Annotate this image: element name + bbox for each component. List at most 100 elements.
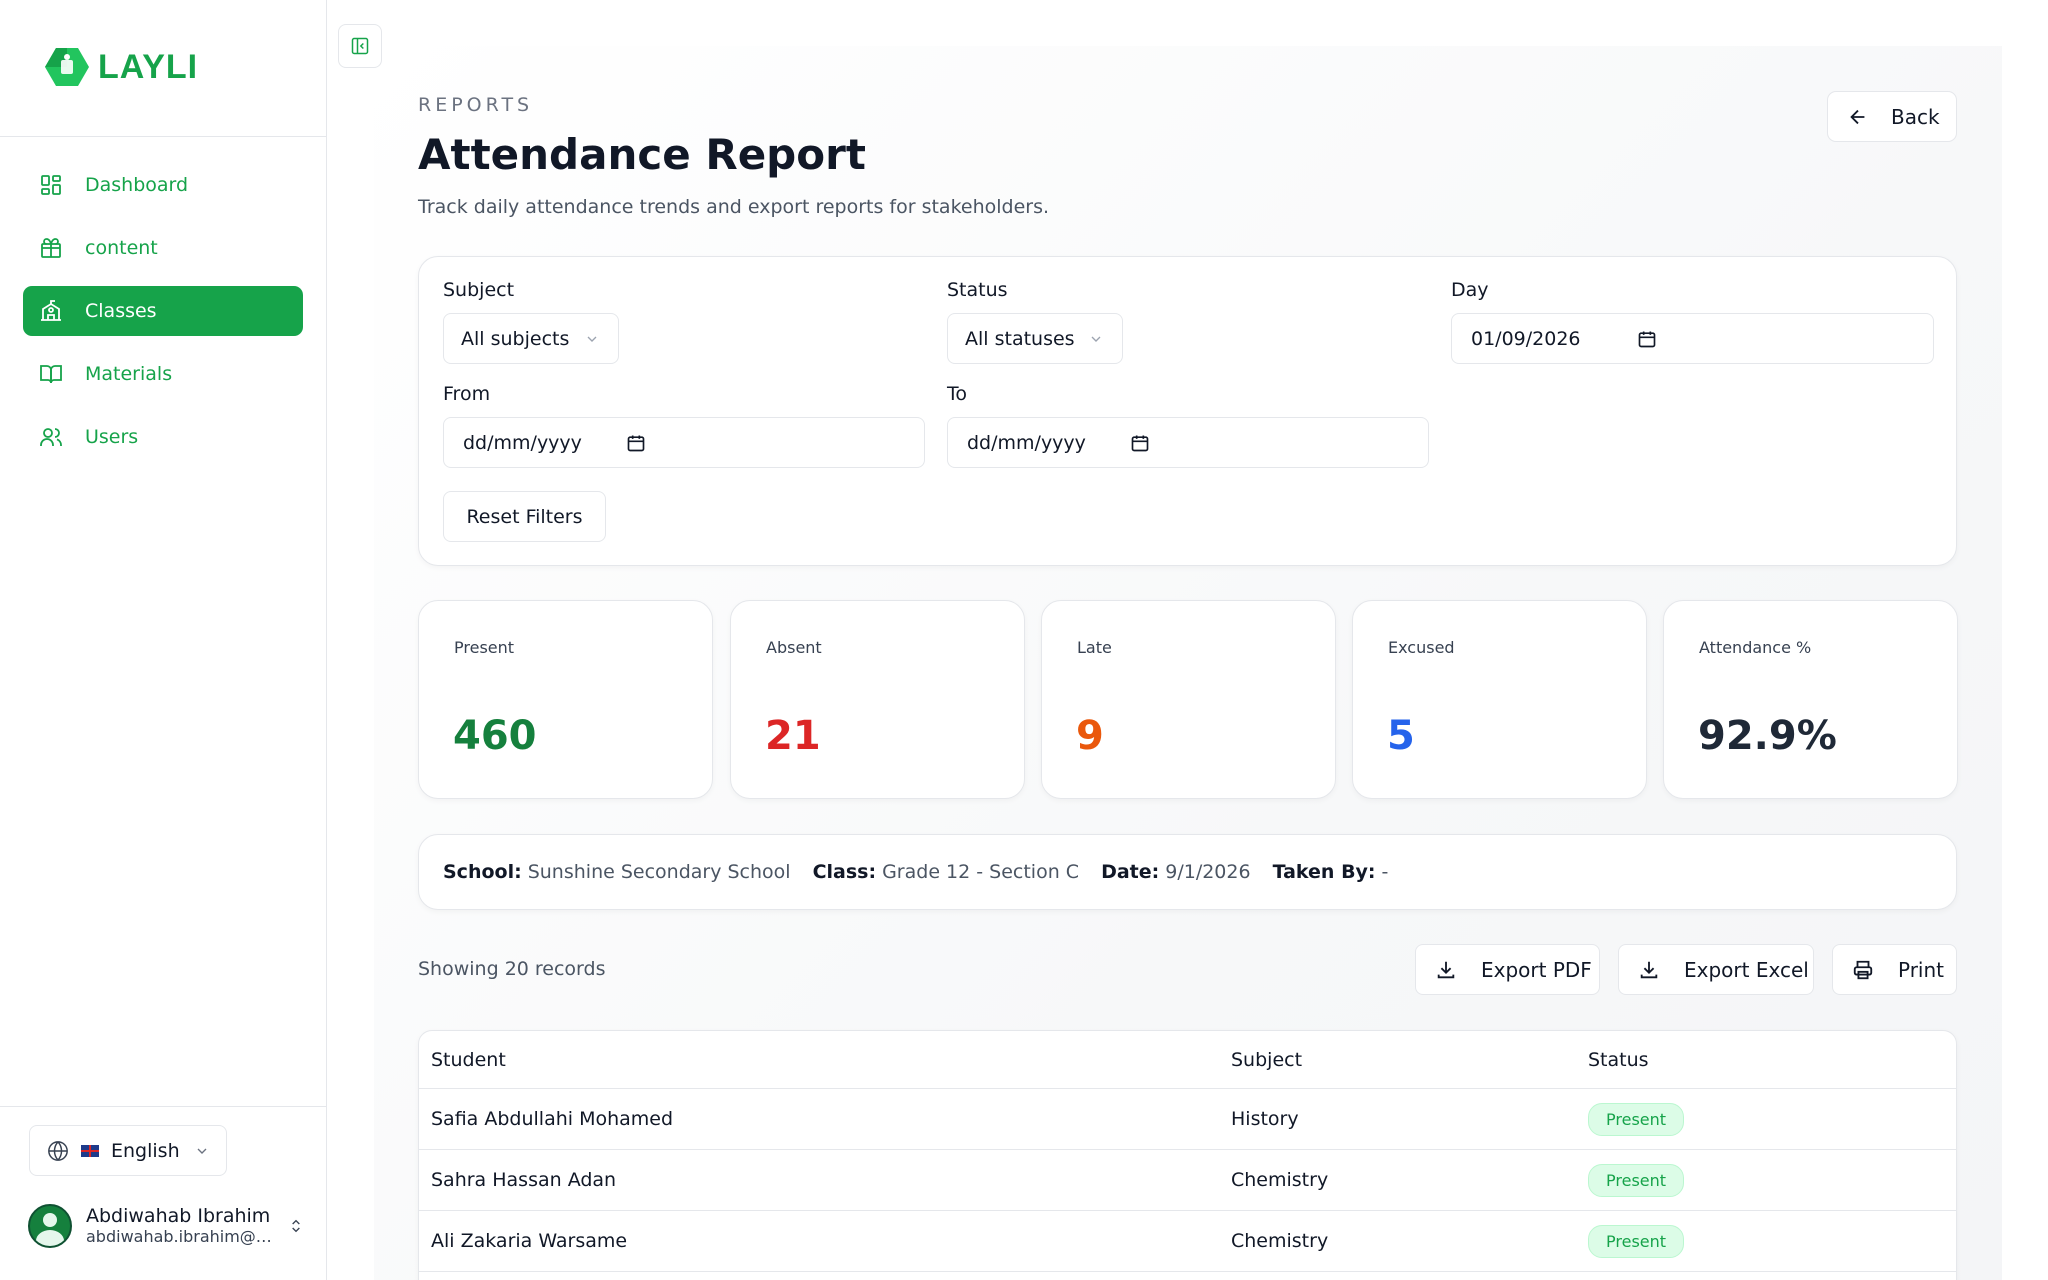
language-selector[interactable]: English <box>29 1125 227 1176</box>
chevrons-up-down-icon <box>292 1219 300 1233</box>
reset-filters-button[interactable]: Reset Filters <box>443 491 606 542</box>
subject-select-value: All subjects <box>461 327 570 350</box>
download-icon <box>1640 961 1658 978</box>
status-select-value: All statuses <box>965 327 1075 350</box>
from-date-value: dd/mm/yyyy <box>463 431 582 454</box>
calendar-icon[interactable] <box>626 433 646 453</box>
subject-name: Chemistry <box>1231 1169 1329 1191</box>
globe-icon <box>48 1140 68 1161</box>
stat-value: 5 <box>1387 713 1415 759</box>
day-filter-label: Day <box>1451 279 1489 301</box>
stat-value: 92.9% <box>1698 713 1837 759</box>
chevron-down-icon <box>197 1148 207 1154</box>
student-name: Safia Abdullahi Mohamed <box>431 1108 674 1130</box>
sidebar-item-label: Dashboard <box>85 174 189 196</box>
meta-school: School: Sunshine Secondary School <box>443 861 791 883</box>
subject-select[interactable]: All subjects <box>443 313 619 364</box>
status-cell: Present <box>1588 1163 1956 1197</box>
status-cell: Present <box>1588 1224 1956 1258</box>
language-label: English <box>111 1139 180 1162</box>
panel-left-icon <box>351 37 369 55</box>
stat-card-excused: Excused 5 <box>1352 600 1647 799</box>
stat-label: Excused <box>1388 638 1455 657</box>
back-button[interactable]: Back <box>1827 91 1957 142</box>
stat-card-attendance-percent: Attendance % 92.9% <box>1663 600 1958 799</box>
status-cell: Present <box>1588 1102 1956 1136</box>
meta-date-label: Date: <box>1101 861 1160 883</box>
export-excel-label: Export Excel <box>1684 957 1809 982</box>
sidebar-divider <box>0 136 327 137</box>
download-icon <box>1437 961 1455 978</box>
student-name: Ali Zakaria Warsame <box>431 1230 628 1252</box>
calendar-icon[interactable] <box>1130 433 1150 453</box>
stat-label: Attendance % <box>1699 638 1812 657</box>
subject-name: History <box>1231 1108 1299 1130</box>
sidebar-item-content[interactable]: content <box>23 223 303 273</box>
sidebar-divider <box>0 1106 327 1107</box>
day-date-input[interactable]: 01/09/2026 <box>1451 313 1934 364</box>
export-excel-button[interactable]: Export Excel <box>1618 944 1814 995</box>
print-button[interactable]: Print <box>1832 944 1957 995</box>
column-header-subject[interactable]: Subject <box>1231 1048 1303 1071</box>
user-menu[interactable]: Abdiwahab Ibrahim abdiwahab.ibrahim@s... <box>28 1203 308 1249</box>
sidebar-toggle-button[interactable] <box>338 24 382 68</box>
chevron-down-icon <box>1091 336 1101 342</box>
filters-card: Subject All subjects Status All statuses… <box>418 256 1957 566</box>
meta-school-label: School: <box>443 861 522 883</box>
stat-value: 21 <box>765 713 821 759</box>
logo-icon <box>45 48 89 86</box>
sidebar-item-users[interactable]: Users <box>23 412 303 462</box>
sidebar-item-dashboard[interactable]: Dashboard <box>23 160 303 210</box>
sidebar-item-label: Classes <box>85 300 157 322</box>
brand-name: LAYLI <box>98 47 199 86</box>
sidebar-item-label: Materials <box>85 363 173 385</box>
status-badge: Present <box>1588 1102 1685 1136</box>
stat-value: 9 <box>1076 713 1104 759</box>
sidebar-item-materials[interactable]: Materials <box>23 349 303 399</box>
column-header-student[interactable]: Student <box>431 1048 506 1071</box>
status-select[interactable]: All statuses <box>947 313 1123 364</box>
table-row[interactable]: Ali Zakaria Warsame Chemistry Present <box>419 1211 1956 1272</box>
stat-card-present: Present 460 <box>418 600 713 799</box>
export-pdf-label: Export PDF <box>1481 957 1592 982</box>
uk-flag-icon <box>81 1144 99 1157</box>
from-date-input[interactable]: dd/mm/yyyy <box>443 417 925 468</box>
user-email: abdiwahab.ibrahim@s... <box>86 1227 276 1246</box>
printer-icon <box>1853 960 1873 979</box>
meta-class: Class: Grade 12 - Section C <box>813 861 1079 883</box>
sidebar: LAYLI Dashboard content Classes Material… <box>0 0 327 1280</box>
meta-taken-by: Taken By: - <box>1273 861 1389 883</box>
school-icon <box>41 300 61 321</box>
to-filter-label: To <box>947 383 968 405</box>
student-name: Sahra Hassan Adan <box>431 1169 617 1191</box>
stat-label: Present <box>454 638 515 657</box>
sidebar-item-label: content <box>85 237 158 259</box>
sidebar-item-classes[interactable]: Classes <box>23 286 303 336</box>
users-icon <box>40 428 62 446</box>
subject-filter-label: Subject <box>443 279 515 301</box>
brand-logo[interactable]: LAYLI <box>44 46 198 88</box>
export-pdf-button[interactable]: Export PDF <box>1415 944 1600 995</box>
book-open-icon <box>40 365 62 384</box>
stat-card-late: Late 9 <box>1041 600 1336 799</box>
stat-label: Absent <box>766 638 822 657</box>
table-row[interactable]: Safia Abdullahi Mohamed History Present <box>419 1089 1956 1150</box>
sidebar-item-label: Users <box>85 426 139 448</box>
status-badge: Present <box>1588 1224 1685 1258</box>
meta-class-value: Grade 12 - Section C <box>882 861 1080 883</box>
table-row[interactable]: Sahra Hassan Adan Chemistry Present <box>419 1150 1956 1211</box>
report-meta-bar: School: Sunshine Secondary School Class: G… <box>418 834 1957 910</box>
sidebar-nav: Dashboard content Classes Materials User… <box>23 160 303 475</box>
stat-label: Late <box>1077 638 1112 657</box>
gift-box-icon <box>41 238 61 258</box>
page-subtitle: Track daily attendance trends and export… <box>418 196 1050 218</box>
status-badge: Present <box>1588 1163 1685 1197</box>
to-date-value: dd/mm/yyyy <box>967 431 1086 454</box>
meta-class-label: Class: <box>812 861 877 883</box>
from-filter-label: From <box>443 383 491 405</box>
calendar-icon[interactable] <box>1637 329 1657 349</box>
meta-school-value: Sunshine Secondary School <box>527 861 791 883</box>
stat-value: 460 <box>453 713 537 759</box>
column-header-status[interactable]: Status <box>1588 1048 1649 1071</box>
to-date-input[interactable]: dd/mm/yyyy <box>947 417 1429 468</box>
